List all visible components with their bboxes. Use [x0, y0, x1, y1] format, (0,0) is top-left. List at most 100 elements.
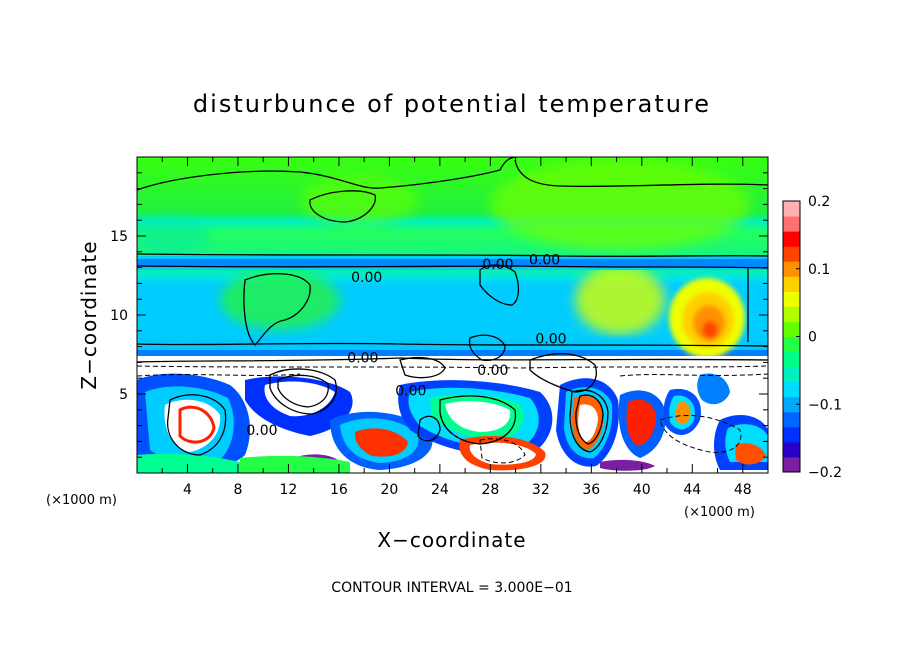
thin-cold-band-edge [137, 256, 768, 259]
yellow-patch [575, 265, 665, 335]
thin-cold-band [137, 258, 768, 268]
plot-area [137, 157, 768, 473]
chart-title: disturbunce of potential temperature [193, 90, 711, 118]
contour-label: 0.00 [347, 350, 378, 366]
contour-line [243, 273, 311, 346]
x-tick-label: 20 [380, 482, 398, 498]
colorbar-segment [783, 411, 800, 428]
contour-label: 0.00 [477, 363, 508, 379]
contour-lines [137, 157, 768, 456]
y-tick-label: 15 [110, 229, 128, 245]
red-ring [178, 405, 216, 444]
colorbar-segment [783, 201, 800, 217]
colorbar-segment [783, 276, 800, 292]
colorbar-tick-label: 0.2 [808, 194, 830, 210]
warm-anomaly [669, 278, 745, 358]
x-tick-label: 28 [481, 482, 499, 498]
green-blob [240, 455, 350, 473]
contour-line [575, 394, 604, 445]
contour-label: 0.00 [482, 257, 513, 273]
cold-blob [697, 373, 730, 405]
dashed-contour [659, 414, 742, 454]
contour-line [514, 159, 768, 188]
y-tick-label: 10 [110, 308, 128, 324]
contour-label: 0.00 [535, 331, 566, 347]
y-axis: 5 10 15 [110, 172, 768, 458]
warm-blob [675, 401, 691, 425]
dashed-contour [479, 438, 526, 464]
contour-line [277, 374, 329, 408]
colorbar-tick-label: 0 [808, 330, 817, 346]
green-patch [490, 160, 750, 250]
thin-cold-band-edge [137, 267, 768, 270]
contour-line [137, 342, 768, 347]
colorbar-segment [783, 381, 800, 398]
warm-blob [735, 443, 766, 465]
colorbar-segment [783, 336, 800, 353]
contour-interval-note: CONTOUR INTERVAL = 3.000E−01 [331, 580, 572, 596]
purple-blob [600, 459, 655, 471]
colorbar-segment [783, 306, 800, 322]
colorbar-tick-label: −0.2 [808, 465, 842, 481]
colorbar-segment [783, 441, 800, 458]
y-axis-label: Z−coordinate [77, 240, 101, 389]
contour-line [468, 334, 506, 362]
x-tick-label: 24 [431, 482, 449, 498]
contour-line [569, 389, 609, 453]
white-blob [445, 401, 511, 432]
dashed-contours [137, 365, 768, 464]
colorbar-segment [783, 351, 800, 368]
dashed-contour [137, 365, 768, 369]
x-tick-label: 40 [633, 482, 651, 498]
x-tick-label: 44 [683, 482, 701, 498]
y-tick-label: 5 [119, 387, 128, 403]
colorbar-tick-label: 0.1 [808, 262, 830, 278]
cold-band-lower-core [137, 350, 768, 356]
colorbar-segment [783, 231, 800, 247]
contour-line [137, 265, 768, 269]
colorbar-segment [783, 426, 800, 443]
contour-line [399, 357, 446, 379]
contour-label: 0.00 [395, 384, 426, 400]
contour-label: 0.00 [351, 270, 382, 286]
contour-label: 0.00 [529, 252, 560, 268]
colorbar-segment [783, 261, 800, 277]
colorbar-segment [783, 321, 800, 337]
x-tick-label: 16 [330, 482, 348, 498]
contour-line [417, 415, 441, 442]
white-blob [578, 404, 598, 442]
colorbar: 0.2 0.1 0 −0.1 −0.2 [782, 194, 842, 481]
colorbar-tick-label: −0.1 [808, 397, 842, 413]
x-tick-label: 8 [233, 482, 242, 498]
x-tick-label: 12 [280, 482, 298, 498]
contour-labels: 0.00 0.00 0.00 0.00 0.00 0.00 0.00 0.00 [246, 252, 566, 439]
colorbar-segment [783, 291, 800, 307]
cyan-patch [137, 215, 210, 255]
x-unit-left: (×1000 m) [46, 493, 117, 508]
dashed-contour [137, 373, 301, 377]
contour-line [439, 395, 517, 445]
x-tick-label: 36 [582, 482, 600, 498]
colorbar-segment [783, 456, 800, 473]
contour-line [309, 190, 377, 223]
warm-blob [626, 399, 656, 446]
x-tick-label: 32 [532, 482, 550, 498]
x-unit-right: (×1000 m) [684, 505, 755, 520]
cold-blob [137, 453, 240, 473]
colorbar-segment [783, 396, 800, 413]
contour-label: 0.00 [246, 423, 277, 439]
warm-blob [354, 428, 408, 457]
x-axis-label: X−coordinate [377, 528, 526, 552]
x-tick-label: 4 [183, 482, 192, 498]
colorbar-segment [783, 366, 800, 383]
colorbar-segment [783, 246, 800, 262]
contour-line [529, 353, 597, 393]
x-axis: 4 8 12 16 20 24 28 32 36 40 44 48 [161, 157, 752, 498]
x-tick-label: 48 [734, 482, 752, 498]
colorbar-segment [783, 216, 800, 232]
contour-line [167, 394, 227, 456]
warm-anomaly-core [702, 321, 718, 339]
contour-line [479, 264, 520, 306]
white-blob [264, 381, 335, 417]
